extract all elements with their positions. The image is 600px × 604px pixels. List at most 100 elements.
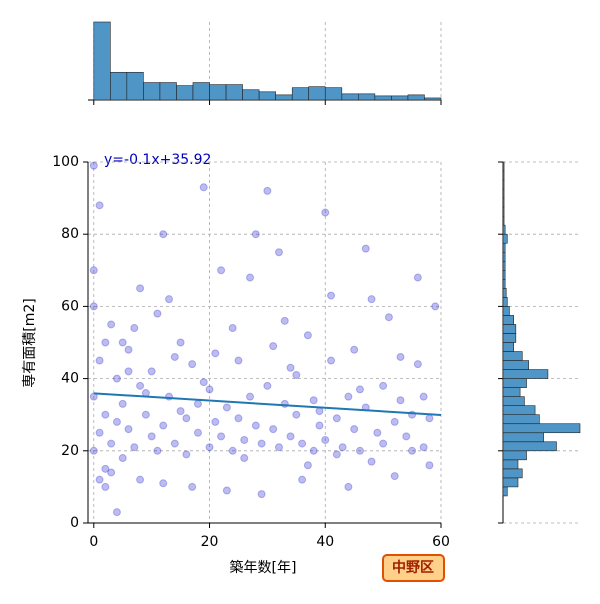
scatter-point: [95, 428, 104, 437]
scatter-point: [101, 464, 110, 473]
histogram-bar: [291, 87, 310, 101]
histogram-bar: [502, 260, 506, 271]
scatter-point: [205, 385, 214, 394]
scatter-point: [292, 370, 301, 379]
scatter-point: [373, 428, 382, 437]
histogram-bar: [502, 477, 519, 488]
scatter-point: [182, 450, 191, 459]
scatter-point: [274, 443, 283, 452]
scatter-point: [211, 349, 220, 358]
scatter-point: [396, 396, 405, 405]
histogram-bar: [502, 450, 527, 461]
scatter-point: [402, 432, 411, 441]
scatter-point: [234, 356, 243, 365]
scatter-point: [315, 407, 324, 416]
scatter-point: [95, 201, 104, 210]
scatter-point: [147, 432, 156, 441]
histogram-bar: [502, 288, 507, 298]
y-tick-label: 20: [61, 443, 79, 459]
scatter-point: [396, 352, 405, 361]
scatter-point: [298, 439, 307, 448]
histogram-bar: [407, 94, 425, 101]
y-axis-label: 専有面積[m2]: [22, 298, 38, 387]
histogram-bar: [110, 71, 128, 101]
histogram-bar: [502, 387, 521, 397]
scatter-point: [176, 407, 185, 416]
scatter-point: [344, 482, 353, 491]
scatter-point: [130, 443, 139, 452]
histogram-bar: [502, 468, 523, 479]
scatter-point: [107, 439, 116, 448]
scatter-point: [101, 410, 110, 419]
scatter-point: [205, 443, 214, 452]
scatter-point: [217, 266, 226, 275]
scatter-point: [379, 381, 388, 390]
scatter-point: [257, 439, 266, 448]
histogram-bar: [341, 93, 359, 101]
histogram-bar: [502, 369, 549, 379]
scatter-point: [112, 417, 121, 426]
scatter-point: [408, 446, 417, 455]
histogram-bar: [502, 224, 506, 235]
scatter-point: [251, 230, 260, 239]
scatter-point: [193, 399, 202, 408]
scatter-point: [246, 392, 255, 401]
histogram-bar: [358, 93, 376, 101]
histogram-bar: [502, 242, 506, 253]
scatter-point: [280, 316, 289, 325]
histogram-bar: [502, 333, 517, 343]
scatter-point: [89, 266, 98, 275]
scatter-point: [257, 490, 266, 499]
scatter-point: [419, 392, 428, 401]
scatter-point: [118, 338, 127, 347]
regression-line: [93, 392, 442, 416]
scatter-point: [355, 446, 364, 455]
histogram-bar: [159, 82, 177, 101]
histogram-bar: [502, 161, 505, 172]
scatter-point: [95, 475, 104, 484]
scatter-point: [199, 183, 208, 192]
scatter-point: [292, 410, 301, 419]
scatter-point: [170, 352, 179, 361]
histogram-bar: [502, 233, 508, 244]
scatter-point: [269, 342, 278, 351]
scatter-point: [211, 417, 220, 426]
scatter-point: [234, 414, 243, 423]
histogram-bar: [391, 95, 409, 101]
scatter-point: [136, 284, 145, 293]
scatter-point: [89, 302, 98, 311]
scatter-point: [286, 432, 295, 441]
scatter-point: [89, 392, 98, 401]
scatter-point: [217, 432, 226, 441]
scatter-point: [327, 291, 336, 300]
scatter-point: [193, 428, 202, 437]
scatter-point: [228, 446, 237, 455]
histogram-bar: [502, 486, 508, 497]
histogram-bar: [502, 306, 510, 316]
badge: 中野区: [392, 559, 434, 576]
x-tick-label: 0: [89, 534, 98, 550]
scatter-point: [338, 443, 347, 452]
scatter-point: [188, 482, 197, 491]
histogram-bar: [502, 179, 505, 190]
y-tick-label: 60: [61, 298, 79, 314]
histogram-bar: [502, 396, 525, 406]
scatter-point: [118, 399, 127, 408]
histogram-bar: [502, 206, 505, 217]
scatter-point: [298, 475, 307, 484]
scatter-point: [350, 345, 359, 354]
scatter-point: [95, 356, 104, 365]
histogram-bar: [275, 94, 293, 101]
histogram-bar: [324, 87, 343, 101]
scatter-point: [124, 345, 133, 354]
scatter-point: [246, 273, 255, 282]
y-tick-label: 0: [70, 515, 79, 531]
histogram-bar: [502, 351, 523, 361]
histogram-bar: [502, 315, 514, 325]
scatter-point: [425, 414, 434, 423]
scatter-point: [431, 302, 440, 311]
x-axis-label: 築年数[年]: [230, 560, 297, 576]
x-tick-label: 40: [316, 534, 334, 550]
scatter-point: [332, 414, 341, 423]
